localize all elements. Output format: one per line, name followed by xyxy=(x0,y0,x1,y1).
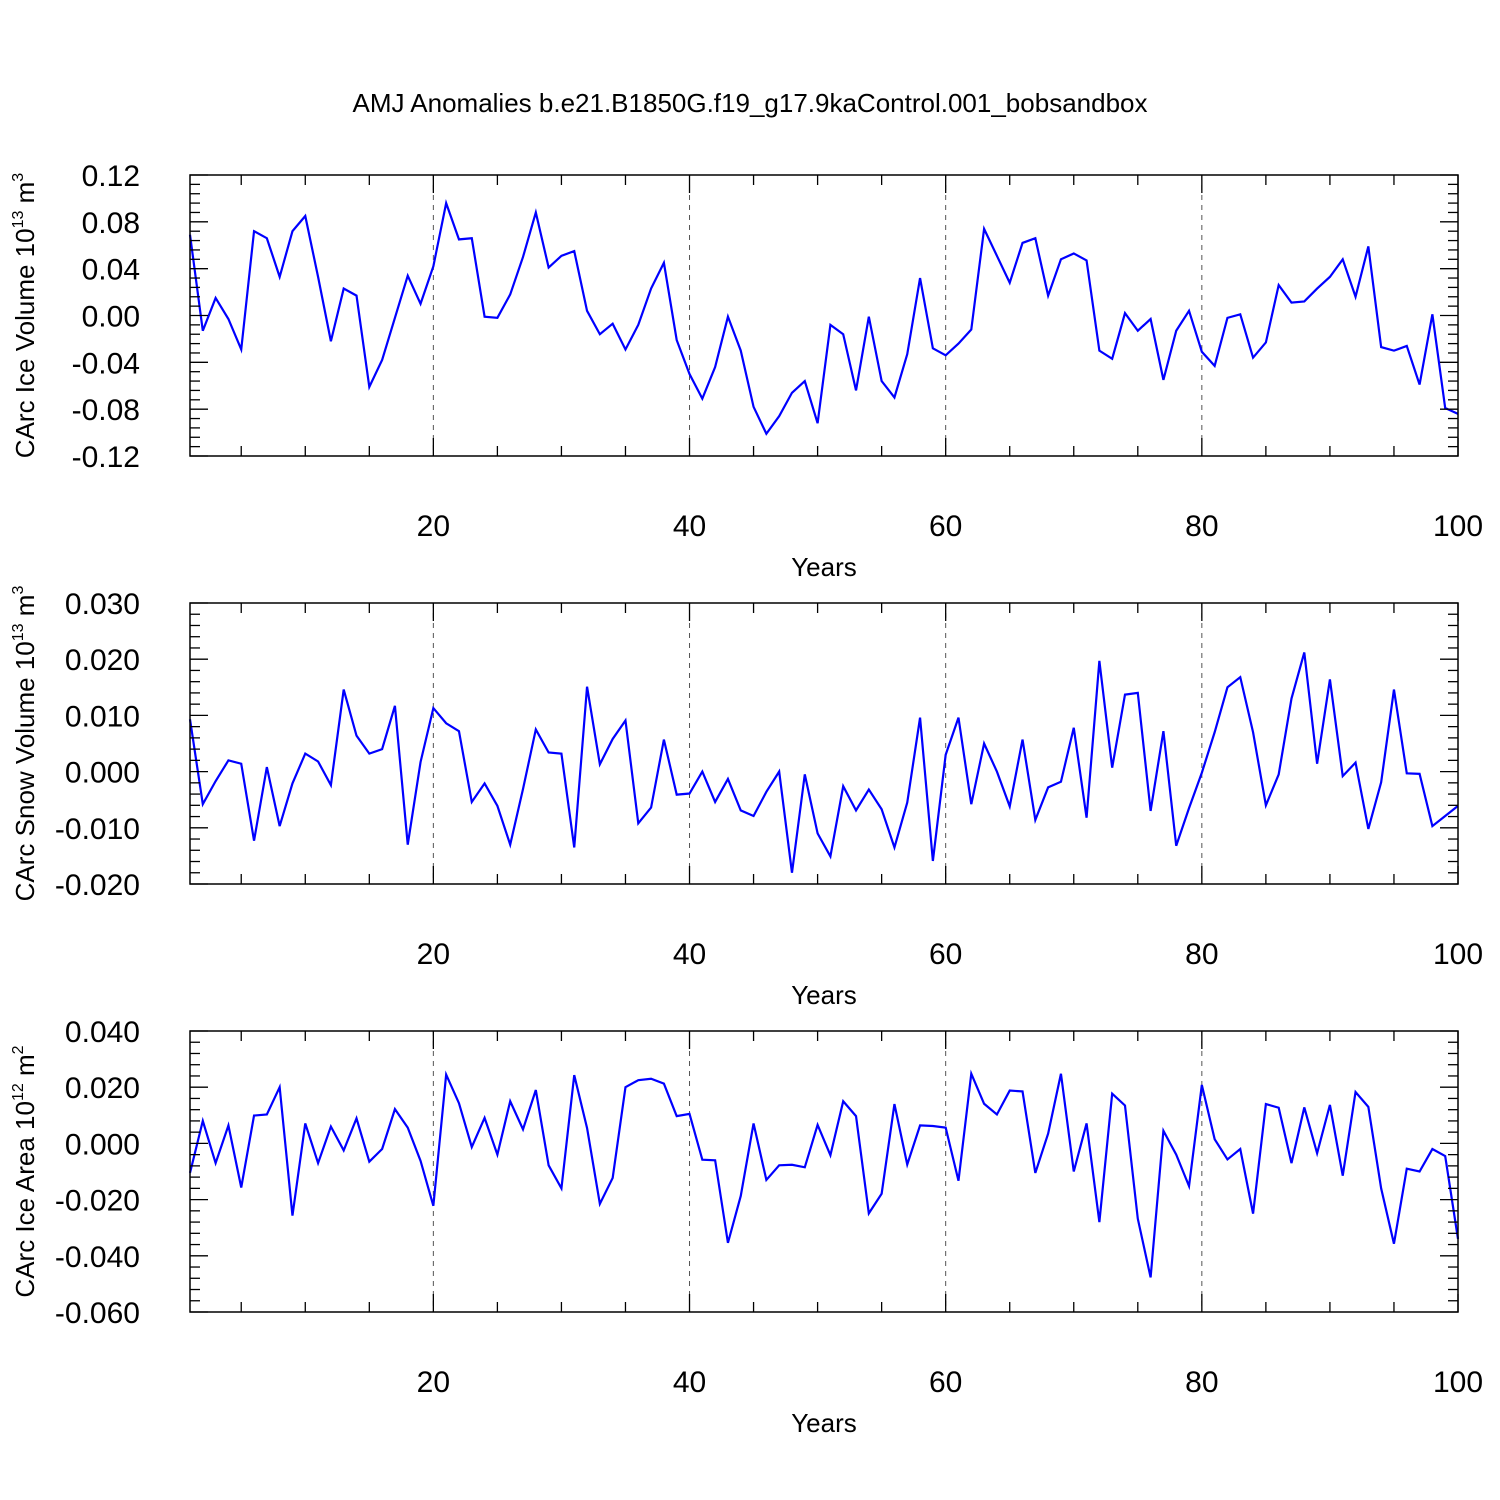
plot-frame xyxy=(189,602,1459,885)
x-tick-label: 20 xyxy=(417,1366,450,1399)
x-tick-label: 40 xyxy=(673,510,706,543)
y-tick-label: -0.040 xyxy=(55,1241,140,1274)
panel-ice-area: -0.060 -0.040 -0.020 0.000 0.020 0.040 20 40 60… xyxy=(10,1016,1483,1438)
y-tick-label: -0.020 xyxy=(55,1185,140,1218)
x-tick-labels: 20 40 60 80 100 xyxy=(417,1366,1483,1399)
plot-frame xyxy=(189,1030,1459,1313)
y-tick-labels: -0.12 -0.08 -0.04 0.00 0.04 0.08 0.12 xyxy=(72,160,140,474)
y-axis-label: CArc Ice Volume 1013 m3 xyxy=(10,173,40,458)
y-tick-label: -0.08 xyxy=(72,394,140,427)
plot-frame xyxy=(189,174,1459,457)
y-axis-label: CArc Ice Area 1012 m2 xyxy=(10,1045,40,1297)
y-tick-label: -0.12 xyxy=(72,441,140,474)
series-line xyxy=(188,198,1459,436)
series-line xyxy=(188,652,1459,873)
x-tick-label: 80 xyxy=(1185,1366,1218,1399)
x-axis-label: Years xyxy=(791,980,857,1010)
y-tick-label: 0.010 xyxy=(65,700,140,733)
x-tick-label: 40 xyxy=(673,938,706,971)
y-tick-label: -0.04 xyxy=(72,347,140,380)
x-tick-label: 80 xyxy=(1185,938,1218,971)
axis-ticks xyxy=(190,602,1459,885)
series-line xyxy=(188,1069,1460,1278)
x-grid xyxy=(432,1031,1203,1312)
y-tick-label: 0.08 xyxy=(82,207,140,240)
x-tick-label: 20 xyxy=(417,510,450,543)
x-tick-label: 60 xyxy=(929,510,962,543)
x-tick-label: 100 xyxy=(1433,938,1483,971)
x-axis-label: Years xyxy=(791,552,857,582)
x-tick-label: 60 xyxy=(929,1366,962,1399)
axis-ticks xyxy=(190,1030,1459,1313)
y-axis-label: CArc Snow Volume 1013 m3 xyxy=(10,586,40,902)
x-tick-labels: 20 40 60 80 100 xyxy=(417,510,1483,543)
x-tick-label: 60 xyxy=(929,938,962,971)
x-grid xyxy=(432,175,1203,456)
axis-ticks xyxy=(190,174,1459,457)
y-tick-label: 0.00 xyxy=(82,301,140,334)
y-tick-label: 0.000 xyxy=(65,757,140,790)
y-tick-label: 0.020 xyxy=(65,1072,140,1105)
x-tick-label: 20 xyxy=(417,938,450,971)
x-grid xyxy=(432,603,1203,884)
chart-title: AMJ Anomalies b.e21.B1850G.f19_g17.9kaCo… xyxy=(352,88,1147,118)
y-tick-labels: -0.020 -0.010 0.000 0.010 0.020 0.030 xyxy=(55,588,140,902)
panel-ice-volume: -0.12 -0.08 -0.04 0.00 0.04 0.08 0.12 20 40 60 80… xyxy=(10,160,1483,582)
x-tick-label: 80 xyxy=(1185,510,1218,543)
y-tick-label: 0.12 xyxy=(82,160,140,193)
y-tick-labels: -0.060 -0.040 -0.020 0.000 0.020 0.040 xyxy=(55,1016,140,1330)
y-tick-label: 0.020 xyxy=(65,644,140,677)
x-tick-label: 100 xyxy=(1433,510,1483,543)
y-tick-label: 0.040 xyxy=(65,1016,140,1049)
x-tick-labels: 20 40 60 80 100 xyxy=(417,938,1483,971)
x-axis-label: Years xyxy=(791,1408,857,1438)
x-tick-label: 100 xyxy=(1433,1366,1483,1399)
y-tick-label: 0.030 xyxy=(65,588,140,621)
y-tick-label: -0.020 xyxy=(55,869,140,902)
y-tick-label: -0.010 xyxy=(55,813,140,846)
x-tick-label: 40 xyxy=(673,1366,706,1399)
panel-snow-volume: -0.020 -0.010 0.000 0.010 0.020 0.030 20 40 60 8… xyxy=(10,586,1483,1010)
y-tick-label: -0.060 xyxy=(55,1297,140,1330)
y-tick-label: 0.000 xyxy=(65,1128,140,1161)
y-tick-label: 0.04 xyxy=(82,254,140,287)
